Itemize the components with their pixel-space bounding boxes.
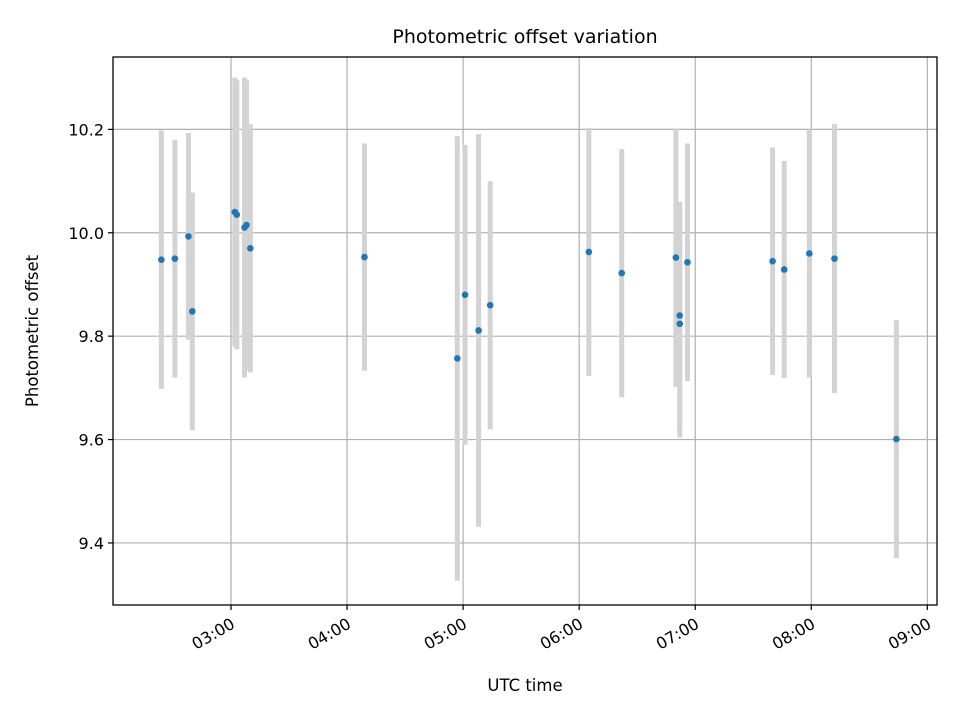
data-point [171,255,179,262]
data-point [684,258,691,266]
data-point [672,254,680,261]
data-point [806,250,813,257]
y-axis-label: Photometric offset [23,254,42,407]
y-tick-label: 10.0 [68,224,104,243]
y-tick-label: 10.2 [68,120,104,139]
y-tick-label: 9.8 [79,327,104,346]
error-bars [158,77,899,581]
data-point [780,266,788,273]
data-point [676,320,684,328]
data-point [233,211,241,218]
data-point [361,253,368,261]
data-point [158,256,165,263]
y-tick-label: 9.4 [79,534,104,553]
data-point [475,327,482,334]
x-tick-label: 05:00 [421,614,470,654]
data-point [585,248,593,256]
x-tick-label: 03:00 [189,614,238,654]
y-tick-label: 9.6 [79,431,104,450]
x-axis-ticks: 03:00 04:00 05:00 06:00 07:00 08:00 09:00 [189,605,934,654]
data-point [676,312,684,319]
data-point [454,355,461,362]
x-tick-label: 06:00 [537,614,586,654]
data-point [189,308,196,315]
data-point [769,257,776,265]
x-axis-label: UTC time [487,676,562,695]
data-points [158,208,900,443]
x-tick-label: 09:00 [885,614,934,654]
data-point [247,244,254,252]
data-point [831,255,838,262]
data-point [893,435,900,443]
data-point [243,221,250,229]
y-axis-ticks: 9.4 9.6 9.8 10.0 10.2 [68,120,113,553]
data-point [185,233,192,240]
chart-title: Photometric offset variation [392,26,657,48]
x-tick-label: 07:00 [653,614,702,654]
x-tick-label: 04:00 [305,614,354,654]
x-tick-label: 08:00 [769,614,818,654]
plot-frame [112,56,938,606]
data-point [486,301,494,309]
data-point [461,291,469,299]
data-point [618,269,626,277]
